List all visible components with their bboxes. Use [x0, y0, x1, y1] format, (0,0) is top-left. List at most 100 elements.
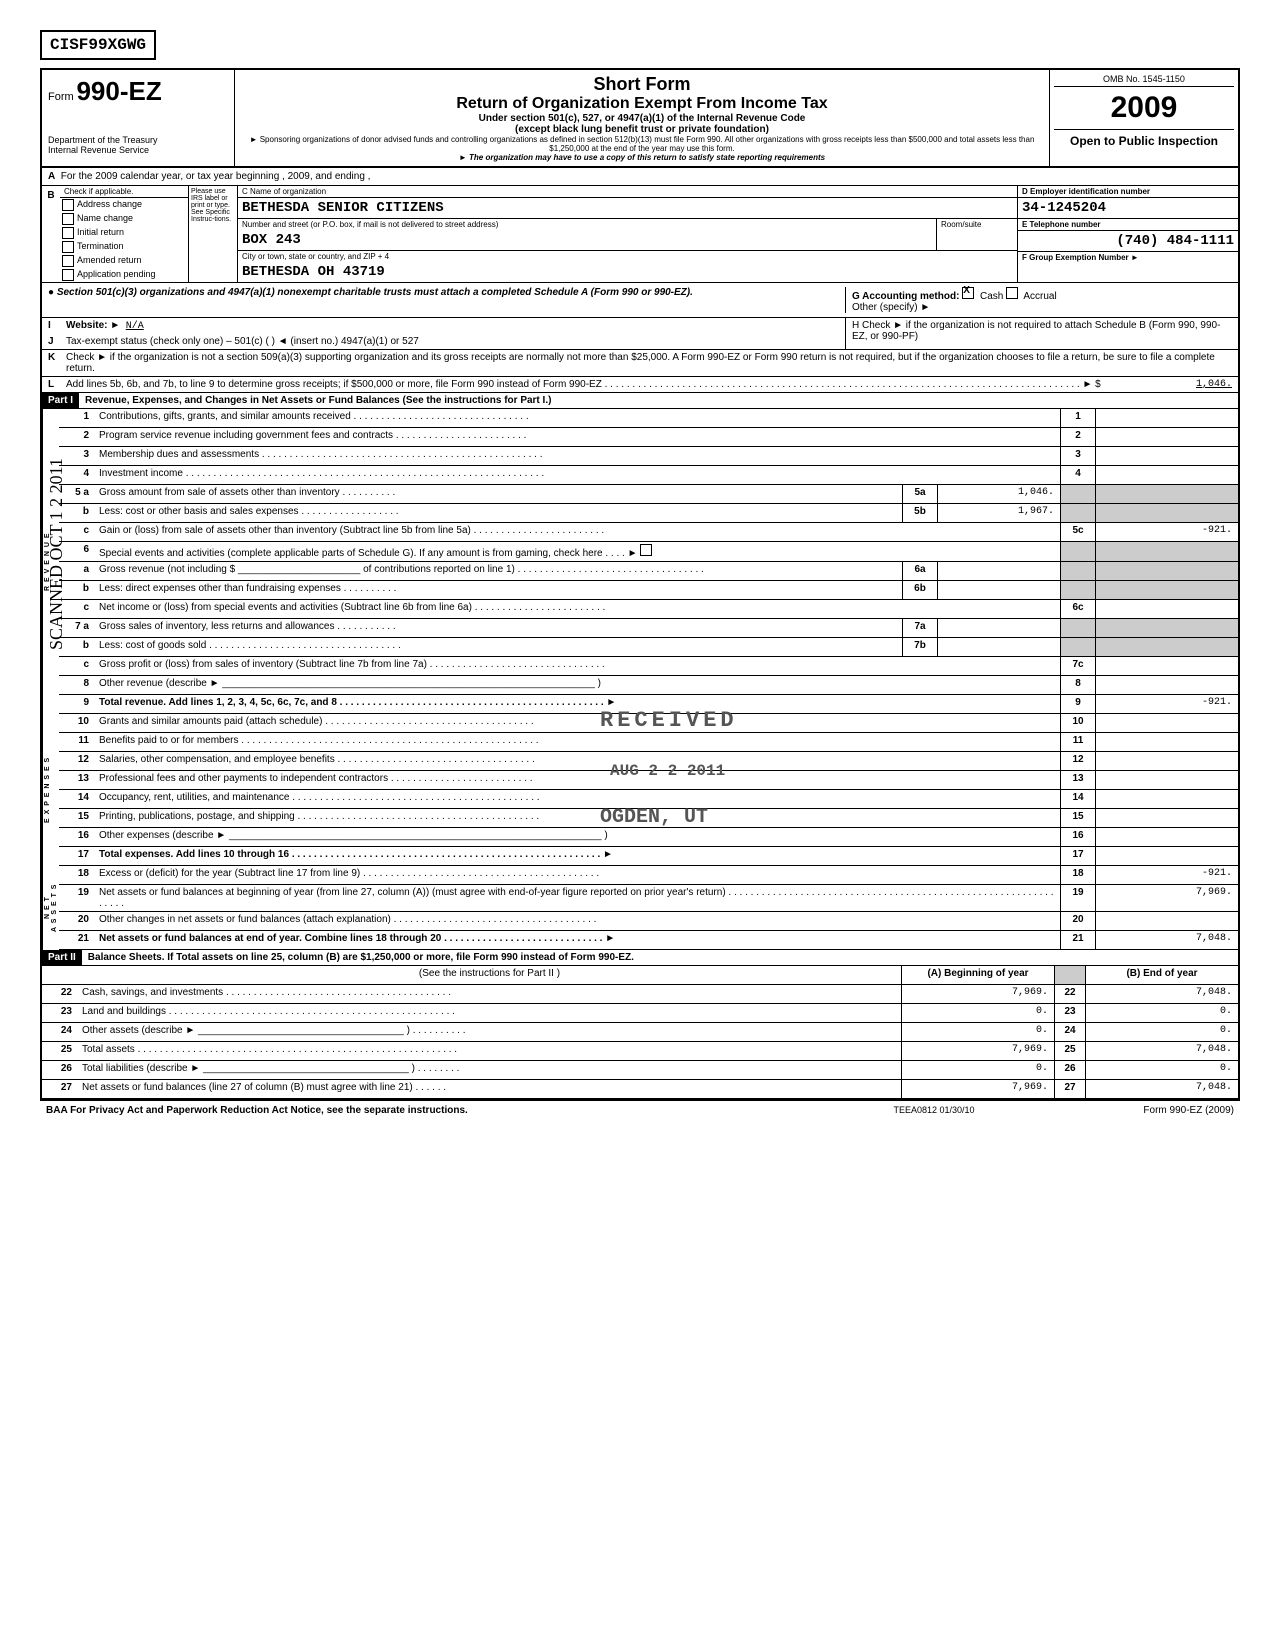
line-11: 11 Benefits paid to or for members . . .… [59, 733, 1238, 752]
line-6a: a Gross revenue (not including $ _______… [59, 562, 1238, 581]
section-501c3: ● Section 501(c)(3) organizations and 49… [42, 283, 1238, 318]
bs-line-26: 26 Total liabilities (describe ► _______… [42, 1061, 1238, 1080]
g-accounting: G Accounting method: X Cash Accrual [852, 287, 1232, 302]
bs-line-24: 24 Other assets (describe ► ____________… [42, 1023, 1238, 1042]
line-20: 20 Other changes in net assets or fund b… [59, 912, 1238, 931]
l-value: 1,046. [1102, 379, 1232, 390]
tag-j: J [48, 336, 66, 347]
part1-header: Part I Revenue, Expenses, and Changes in… [42, 393, 1238, 409]
footer-privacy: BAA For Privacy Act and Paperwork Reduct… [46, 1105, 834, 1116]
form-container: Form 990-EZ Department of the Treasury I… [40, 68, 1240, 1101]
short-form-title: Short Form [243, 74, 1041, 95]
line-6b: b Less: direct expenses other than fundr… [59, 581, 1238, 600]
col-b-header: (B) End of year [1086, 966, 1238, 984]
line-17: 17 Total expenses. Add lines 10 through … [59, 847, 1238, 866]
stamp-scanned: SCANNED OCT 1 2 2011 [46, 458, 67, 650]
main-title: Return of Organization Exempt From Incom… [243, 95, 1041, 113]
phone-value: (740) 484-1111 [1018, 231, 1238, 252]
footer-code: TEEA0812 01/30/10 [834, 1105, 1034, 1116]
doc-id-box: CISF99XGWG [40, 30, 156, 60]
irs-label: Internal Revenue Service [48, 145, 228, 155]
check-application-pending[interactable]: Application pending [60, 268, 188, 282]
header-note-2: ► The organization may have to use a cop… [243, 153, 1041, 162]
bs-line-27: 27 Net assets or fund balances (line 27 … [42, 1080, 1238, 1099]
h-check: H Check ► if the organization is not req… [845, 318, 1238, 349]
line-5b: b Less: cost or other basis and sales ex… [59, 504, 1238, 523]
line-13: 13 Professional fees and other payments … [59, 771, 1238, 790]
line-9: 9 Total revenue. Add lines 1, 2, 3, 4, 5… [59, 695, 1238, 714]
line-10: 10 Grants and similar amounts paid (atta… [59, 714, 1238, 733]
checkbox-cash[interactable]: X [962, 287, 974, 299]
line-18: 18 Excess or (deficit) for the year (Sub… [59, 866, 1238, 885]
irs-label-instruct: Please use IRS label or print or type. S… [189, 186, 238, 282]
check-address-change[interactable]: Address change [60, 198, 188, 212]
line-12: 12 Salaries, other compensation, and emp… [59, 752, 1238, 771]
form-footer: BAA For Privacy Act and Paperwork Reduct… [40, 1101, 1240, 1120]
line-7c: c Gross profit or (loss) from sales of i… [59, 657, 1238, 676]
tax-year: 2009 [1054, 87, 1234, 130]
part1-label: Part I [42, 393, 79, 408]
city-label: City or town, state or country, and ZIP … [238, 251, 1017, 262]
col-b-letter: B [42, 186, 60, 282]
sec501-text: ● Section 501(c)(3) organizations and 49… [48, 287, 845, 313]
omb-number: OMB No. 1545-1150 [1054, 74, 1234, 87]
subtitle-1: Under section 501(c), 527, or 4947(a)(1)… [243, 113, 1041, 124]
line-6c: c Net income or (loss) from special even… [59, 600, 1238, 619]
line-7b: b Less: cost of goods sold . . . . . . .… [59, 638, 1238, 657]
bs-line-25: 25 Total assets . . . . . . . . . . . . … [42, 1042, 1238, 1061]
line-a-text: For the 2009 calendar year, or tax year … [61, 171, 371, 182]
subtitle-2: (except black lung benefit trust or priv… [243, 124, 1041, 135]
website-value: N/A [126, 321, 144, 332]
dept-treasury: Department of the Treasury [48, 135, 228, 145]
part2-label: Part II [42, 950, 82, 965]
check-termination[interactable]: Termination [60, 240, 188, 254]
line-16: 16 Other expenses (describe ► __________… [59, 828, 1238, 847]
org-name: BETHESDA SENIOR CITIZENS [238, 198, 1017, 219]
line-2: 2 Program service revenue including gove… [59, 428, 1238, 447]
section-b-f: B Check if applicable. Address change Na… [42, 186, 1238, 283]
check-name-change[interactable]: Name change [60, 212, 188, 226]
vert-net-assets: N E TA S S E T S [42, 866, 59, 950]
room-label: Room/suite [937, 219, 1017, 230]
form-label: Form [48, 91, 74, 103]
line-6: 6 Special events and activities (complet… [59, 542, 1238, 562]
form-number: 990-EZ [76, 76, 161, 106]
line-4: 4 Investment income . . . . . . . . . . … [59, 466, 1238, 485]
line-19: 19 Net assets or fund balances at beginn… [59, 885, 1238, 912]
line-15: 15 Printing, publications, postage, and … [59, 809, 1238, 828]
tag-i: I [48, 320, 66, 332]
form-header: Form 990-EZ Department of the Treasury I… [42, 70, 1238, 168]
line-14: 14 Occupancy, rent, utilities, and maint… [59, 790, 1238, 809]
po-box: BOX 243 [238, 230, 936, 250]
line-5c: c Gain or (loss) from sale of assets oth… [59, 523, 1238, 542]
l-gross-receipts: Add lines 5b, 6b, and 7b, to line 9 to d… [66, 379, 1102, 390]
d-label: D Employer identification number [1018, 186, 1238, 198]
check-initial-return[interactable]: Initial return [60, 226, 188, 240]
line-a: A For the 2009 calendar year, or tax yea… [42, 168, 1238, 186]
col-a-header: (A) Beginning of year [901, 966, 1054, 984]
line-21: 21 Net assets or fund balances at end of… [59, 931, 1238, 950]
check-amended-return[interactable]: Amended return [60, 254, 188, 268]
line-3: 3 Membership dues and assessments . . . … [59, 447, 1238, 466]
part2-header: Part II Balance Sheets. If Total assets … [42, 950, 1238, 966]
part2-sub: (See the instructions for Part II ) [78, 966, 901, 984]
part2-col-headers: (See the instructions for Part II ) (A) … [42, 966, 1238, 985]
bs-line-23: 23 Land and buildings . . . . . . . . . … [42, 1004, 1238, 1023]
f-label: F Group Exemption Number ► [1018, 252, 1238, 263]
check-applicable-label: Check if applicable. [60, 186, 188, 198]
header-note-1: ► Sponsoring organizations of donor advi… [243, 135, 1041, 153]
city-state-zip: BETHESDA OH 43719 [238, 262, 1017, 282]
part2-title: Balance Sheets. If Total assets on line … [82, 950, 1238, 965]
e-label: E Telephone number [1018, 219, 1238, 231]
line-5a: 5 a Gross amount from sale of assets oth… [59, 485, 1238, 504]
footer-form-ref: Form 990-EZ (2009) [1034, 1105, 1234, 1116]
part1-title: Revenue, Expenses, and Changes in Net As… [79, 393, 1238, 408]
line-7a: 7 a Gross sales of inventory, less retur… [59, 619, 1238, 638]
tag-l: L [48, 379, 66, 390]
checkbox-accrual[interactable] [1006, 287, 1018, 299]
line-8: 8 Other revenue (describe ► ____________… [59, 676, 1238, 695]
bs-line-22: 22 Cash, savings, and investments . . . … [42, 985, 1238, 1004]
addr-label: Number and street (or P.O. box, if mail … [238, 219, 936, 230]
tag-k: K [48, 352, 66, 374]
g-other: Other (specify) ► [852, 302, 1232, 313]
